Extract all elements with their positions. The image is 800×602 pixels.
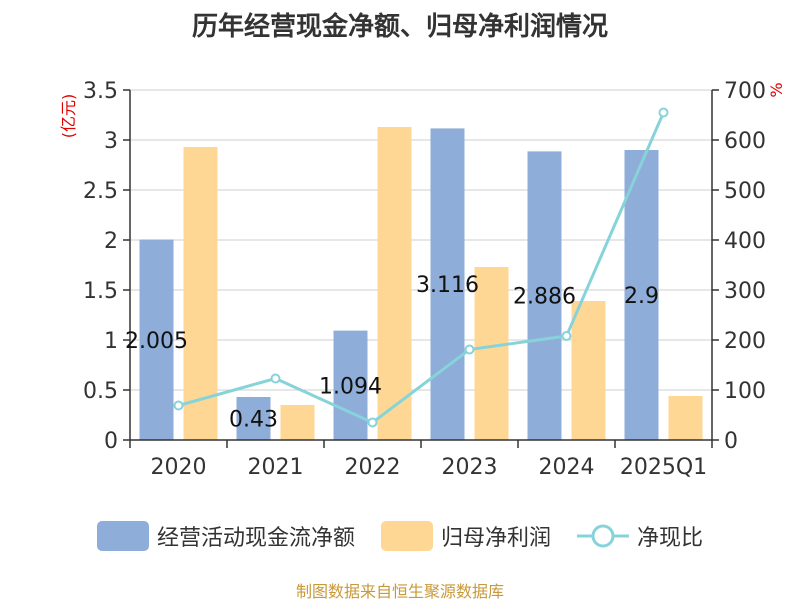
y-right-tick-label: 600 (724, 129, 766, 154)
y-right-tick-label: 200 (724, 329, 766, 354)
legend-item-ratio[interactable]: 净现比 (577, 520, 703, 552)
bar-cashflow (139, 239, 174, 440)
legend-item-netprofit[interactable]: 归母净利润 (380, 520, 551, 552)
bar-cashflow (236, 397, 271, 440)
data-labels: 2.005 0.43 1.094 3.116 2.886 2.9 (125, 273, 659, 432)
ratio-point (464, 344, 475, 355)
axes: 0 0.5 1 1.5 2 2.5 3 3.5 0 100 200 300 400 500 600 700 20… (83, 79, 766, 480)
legend-label-cashflow: 经营活动现金流净额 (156, 526, 355, 551)
bar-netprofit (183, 147, 218, 440)
legend-label-ratio: 净现比 (637, 526, 704, 551)
y-left-tick-label: 3 (104, 129, 118, 154)
data-label-cashflow: 3.116 (416, 273, 479, 298)
x-tick-label: 2021 (248, 455, 304, 480)
data-label-cashflow: 1.094 (319, 374, 382, 399)
legend-label-netprofit: 归母净利润 (440, 526, 551, 551)
ratio-point (658, 107, 669, 118)
x-tick-label: 2020 (151, 455, 207, 480)
y-right-axis-label: % (767, 82, 786, 97)
source-note: 制图数据来自恒生聚源数据库 (295, 582, 504, 601)
legend-swatch-ratio (577, 524, 629, 548)
bar-netprofit (668, 396, 703, 440)
y-right-tick-label: 300 (724, 279, 766, 304)
y-left-tick-label: 0 (104, 429, 118, 454)
grid-lines (130, 89, 712, 391)
x-tick-label: 2025Q1 (620, 455, 707, 480)
y-left-tick-label: 3.5 (83, 79, 118, 104)
x-tick-label: 2023 (442, 455, 498, 480)
ratio-line (173, 107, 669, 428)
y-left-tick-label: 0.5 (83, 379, 118, 404)
ratio-point (367, 417, 378, 428)
bars (139, 127, 703, 440)
data-label-cashflow: 2.9 (624, 284, 659, 309)
legend-swatch-netprofit (380, 521, 433, 551)
y-right-tick-label: 500 (724, 179, 766, 204)
ratio-point (173, 400, 184, 411)
legend: 经营活动现金流净额 归母净利润 净现比 (0, 516, 800, 556)
bar-netprofit (377, 127, 412, 440)
ratio-point (561, 331, 572, 341)
y-right-tick-label: 400 (724, 229, 766, 254)
y-right-tick-label: 100 (724, 379, 766, 404)
data-label-cashflow: 2.886 (513, 285, 576, 310)
ratio-point (270, 373, 281, 384)
ratio-line-path (178, 111, 665, 425)
chart-title: 历年经营现金净额、归母净利润情况 (191, 12, 608, 42)
y-left-tick-label: 2 (104, 229, 118, 254)
bar-netprofit (474, 267, 509, 440)
bar-netprofit (280, 405, 315, 440)
data-label-cashflow: 2.005 (125, 329, 188, 354)
bar-cashflow (624, 150, 659, 440)
y-left-tick-label: 1.5 (83, 279, 118, 304)
data-label-cashflow: 0.43 (229, 408, 278, 433)
x-tick-label: 2022 (345, 455, 401, 480)
legend-item-cashflow[interactable]: 经营活动现金流净额 (96, 520, 355, 552)
y-left-axis-label: (亿元) (59, 94, 78, 139)
y-right-tick-label: 0 (724, 429, 738, 454)
bar-cashflow (333, 330, 368, 440)
bar-cashflow (430, 128, 465, 440)
y-right-tick-label: 700 (724, 79, 766, 104)
y-left-tick-label: 2.5 (83, 179, 118, 204)
bar-cashflow (527, 151, 562, 440)
legend-swatch-cashflow (96, 521, 149, 551)
bar-netprofit (571, 301, 606, 440)
y-left-tick-label: 1 (104, 329, 118, 354)
x-tick-label: 2024 (539, 455, 595, 480)
